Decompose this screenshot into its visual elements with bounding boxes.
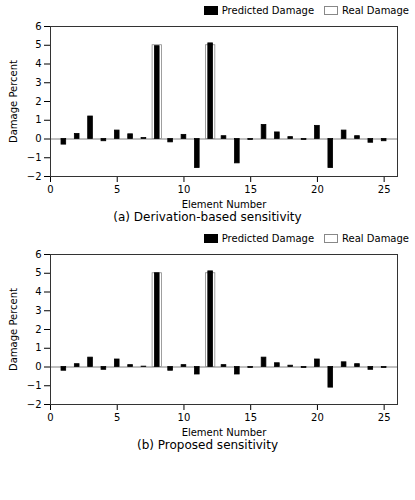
svg-text:4: 4: [35, 286, 41, 297]
html-text:Real Damage: Real Damage: [342, 4, 409, 16]
svg-text:3: 3: [35, 77, 41, 88]
html-text:(b) Proposed sensitivity: (b) Proposed sensitivity: [137, 438, 278, 452]
svg-text:5: 5: [114, 184, 120, 195]
svg-text:5: 5: [35, 39, 41, 50]
html-text:Predicted Damage: Predicted Damage: [221, 4, 315, 16]
svg-text:−1: −1: [27, 380, 42, 391]
svg-text:−2: −2: [27, 399, 42, 410]
svg-text:1: 1: [35, 342, 41, 353]
svg-text:−2: −2: [27, 171, 42, 182]
svg-text:Damage Percent: Damage Percent: [8, 60, 19, 143]
svg-text:Element Number: Element Number: [182, 427, 268, 438]
svg-text:25: 25: [378, 412, 391, 423]
svg-text:25: 25: [378, 184, 391, 195]
svg-text:2: 2: [35, 96, 41, 107]
svg-text:0: 0: [47, 412, 53, 423]
svg-text:0: 0: [47, 184, 53, 195]
svg-text:2: 2: [35, 324, 41, 335]
svg-text:3: 3: [35, 305, 41, 316]
html-text:Real Damage: Real Damage: [342, 232, 409, 244]
svg-text:15: 15: [244, 184, 257, 195]
html-text:Predicted Damage: Predicted Damage: [221, 232, 315, 244]
svg-text:5: 5: [114, 412, 120, 423]
svg-text:5: 5: [35, 267, 41, 278]
svg-text:−1: −1: [27, 152, 42, 163]
svg-text:0: 0: [35, 133, 41, 144]
svg-text:20: 20: [311, 412, 324, 423]
svg-text:6: 6: [35, 249, 41, 260]
svg-text:4: 4: [35, 58, 41, 69]
svg-text:Element Number: Element Number: [182, 199, 268, 210]
svg-text:20: 20: [311, 184, 324, 195]
svg-text:Damage Percent: Damage Percent: [8, 288, 19, 371]
svg-text:6: 6: [35, 21, 41, 32]
svg-text:0: 0: [35, 361, 41, 372]
html-text:(a) Derivation-based sensitivi: (a) Derivation-based sensitivity: [113, 210, 302, 224]
svg-text:10: 10: [178, 412, 191, 423]
svg-text:15: 15: [244, 412, 257, 423]
svg-text:1: 1: [35, 114, 41, 125]
svg-text:10: 10: [178, 184, 191, 195]
